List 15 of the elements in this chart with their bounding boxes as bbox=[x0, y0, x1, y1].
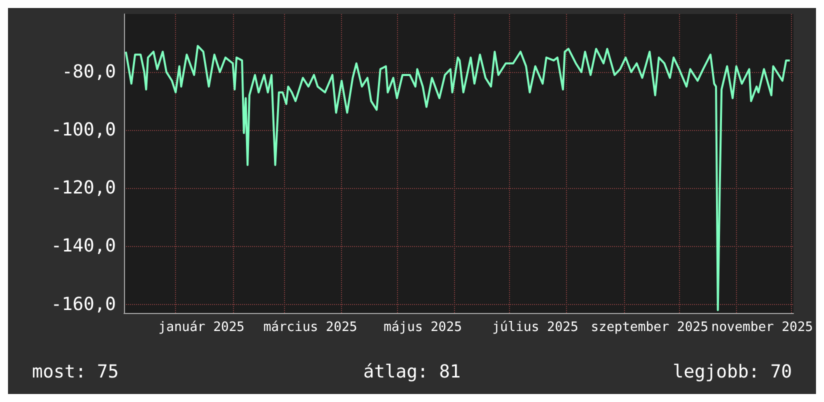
y-tick-label: -160,0 bbox=[50, 294, 116, 315]
text: most: 75 bbox=[32, 362, 119, 382]
y-tick-label: -80,0 bbox=[62, 62, 116, 83]
text: legjobb: 70 bbox=[672, 362, 792, 382]
line-series bbox=[124, 44, 791, 312]
x-tick-label: március 2025 bbox=[263, 320, 358, 335]
x-tick-label: július 2025 bbox=[492, 320, 578, 335]
x-tick-label: november 2025 bbox=[711, 320, 813, 335]
x-tick-label: szeptember 2025 bbox=[590, 320, 708, 335]
y-tick-label: -120,0 bbox=[50, 178, 116, 199]
x-tick-label: január 2025 bbox=[158, 320, 245, 335]
x-tick-label: május 2025 bbox=[384, 320, 462, 335]
text: átlag: 81 bbox=[363, 362, 461, 382]
y-tick-label: -100,0 bbox=[50, 120, 116, 141]
y-tick-label: -140,0 bbox=[50, 236, 116, 257]
